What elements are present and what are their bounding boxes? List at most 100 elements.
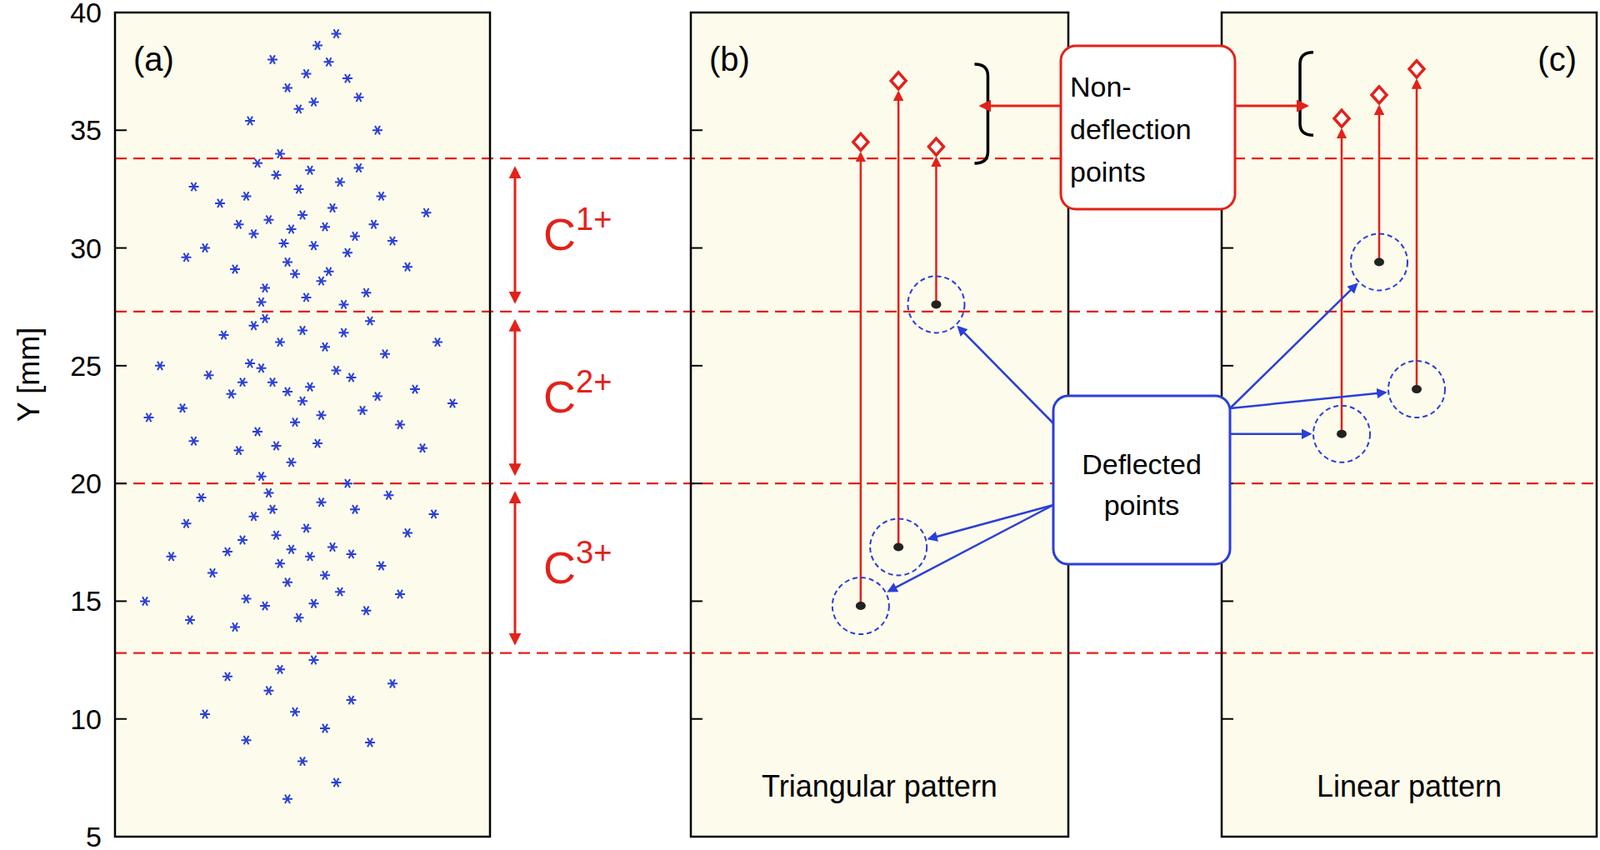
tick	[115, 247, 127, 250]
point	[346, 695, 357, 705]
deflection-arrow	[897, 92, 900, 547]
point	[241, 191, 252, 200]
point	[275, 337, 285, 346]
point	[350, 231, 360, 240]
point	[342, 248, 353, 257]
point	[279, 239, 290, 248]
panel-title: (c)	[1537, 40, 1577, 78]
callout-text: points	[1070, 155, 1146, 188]
point	[275, 149, 285, 158]
point	[264, 686, 275, 695]
point	[271, 530, 282, 540]
point	[234, 220, 245, 229]
callout-arrow	[1230, 392, 1385, 409]
callout-text: Deflected	[1081, 448, 1202, 480]
deflected-point	[1411, 385, 1422, 394]
callout-text: points	[1104, 489, 1180, 521]
callout-arrow	[958, 326, 1054, 424]
point	[387, 236, 398, 245]
point	[324, 267, 335, 276]
point	[155, 361, 165, 370]
deflection-arrow	[860, 153, 863, 606]
tick-label: 35	[70, 114, 102, 146]
point	[395, 590, 405, 599]
deflection-arrow	[1378, 106, 1381, 263]
point	[376, 191, 387, 200]
point	[237, 377, 248, 386]
point	[241, 735, 252, 745]
callout-arrow	[929, 505, 1054, 539]
point	[327, 542, 338, 551]
point	[417, 444, 428, 453]
bracket	[974, 64, 988, 164]
point	[387, 679, 398, 688]
point	[316, 498, 327, 507]
callout-arrow	[889, 505, 1054, 591]
point	[196, 493, 207, 502]
callout-box	[1060, 45, 1235, 210]
panel-subtitle: Triangular pattern	[761, 769, 998, 804]
point	[282, 578, 293, 587]
callout-box	[1053, 395, 1230, 565]
highlight-circle	[1388, 360, 1445, 418]
point	[380, 350, 390, 359]
band-label: C1+	[543, 201, 612, 260]
panel-background	[115, 12, 490, 837]
panel-background	[1221, 12, 1597, 837]
panel-title: (a)	[133, 40, 175, 78]
point	[320, 342, 330, 351]
tick-label: 25	[70, 350, 102, 382]
tick-label: 10	[70, 703, 102, 735]
point	[275, 559, 285, 568]
point	[241, 594, 252, 603]
point	[286, 545, 297, 554]
point	[222, 547, 233, 556]
point	[226, 390, 237, 399]
point	[252, 427, 263, 436]
point	[297, 325, 308, 335]
point	[267, 55, 278, 64]
point	[301, 293, 312, 302]
point	[395, 420, 405, 429]
non-deflection-point	[853, 133, 869, 150]
point	[282, 257, 293, 266]
point	[282, 83, 293, 92]
point	[294, 613, 305, 622]
point	[320, 570, 330, 580]
deflection-arrow	[1415, 80, 1419, 390]
panel-title: (b)	[709, 40, 750, 78]
point	[252, 159, 263, 168]
tick	[1221, 718, 1234, 720]
deflection-arrow	[935, 158, 938, 305]
point	[245, 116, 255, 125]
point	[207, 568, 218, 577]
boundary-line	[115, 310, 1600, 313]
plot-area	[832, 72, 965, 635]
highlight-circle	[1350, 234, 1408, 291]
deflected-point	[1374, 258, 1385, 267]
point	[342, 74, 353, 83]
point	[215, 199, 225, 208]
point	[324, 57, 335, 66]
tick	[115, 365, 127, 367]
point	[234, 445, 245, 455]
point	[249, 321, 260, 330]
point	[200, 710, 210, 719]
point	[294, 105, 305, 114]
tick-label: 40	[70, 0, 102, 29]
point	[361, 606, 372, 615]
point	[339, 300, 350, 309]
point	[365, 738, 375, 747]
point	[309, 655, 320, 665]
point	[361, 288, 372, 297]
point	[249, 229, 260, 238]
boundary-line	[115, 157, 1600, 160]
point	[290, 707, 300, 716]
point	[410, 385, 420, 394]
point	[346, 373, 357, 382]
point	[294, 185, 305, 194]
callout-arrow	[1230, 433, 1310, 436]
highlight-circle	[1313, 405, 1370, 463]
tick	[115, 600, 127, 602]
boundary-line	[115, 651, 1600, 654]
